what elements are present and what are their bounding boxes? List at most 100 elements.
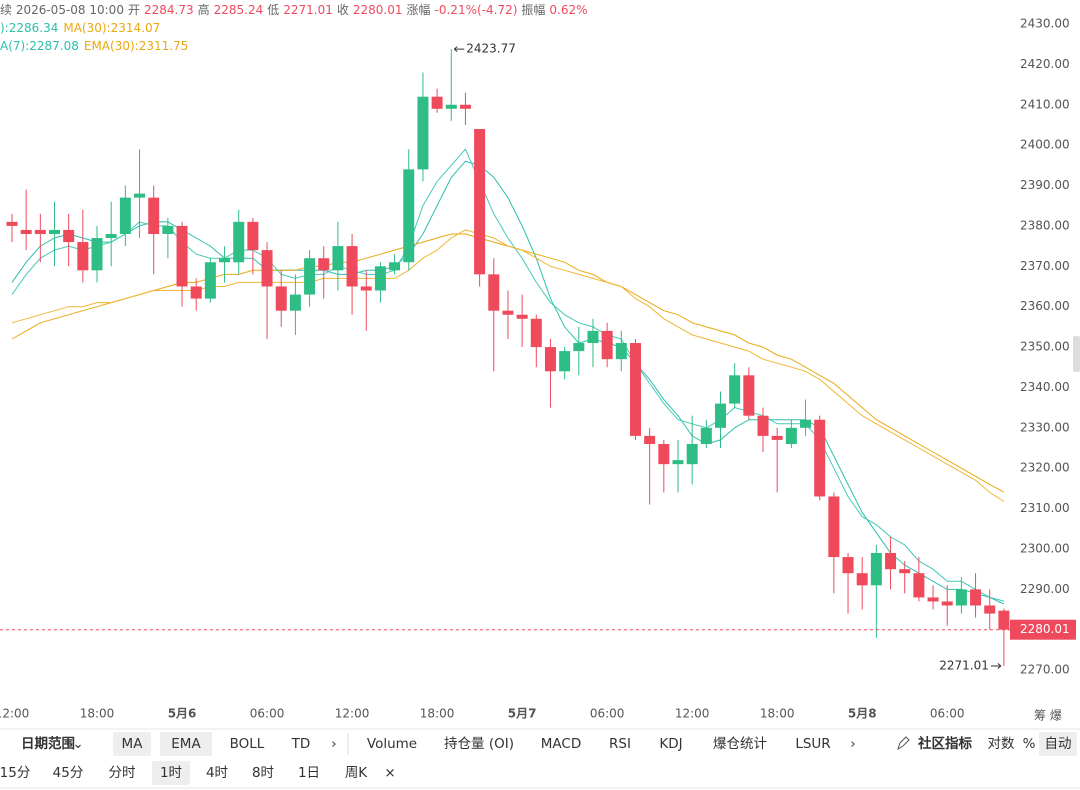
toolbar-button[interactable]: LSUR [795, 736, 830, 752]
candle-body [474, 128, 486, 275]
ma-line [11, 233, 1005, 493]
candle-body [190, 286, 202, 299]
toolbar-button[interactable]: × [384, 765, 395, 781]
y-tick-label: 2390.00 [1020, 178, 1070, 192]
x-tick-label: 18:00 [80, 707, 115, 721]
candle-body [828, 496, 840, 558]
toolbar-button-bg [152, 761, 190, 785]
candle-body [389, 262, 401, 271]
x-tick-label: 12:00 [335, 707, 370, 721]
candle-body [516, 314, 528, 319]
candle-body [729, 375, 741, 404]
high-arrow [453, 46, 465, 53]
toolbar-button[interactable]: BOLL [230, 736, 265, 752]
candle-body [219, 258, 231, 263]
edit-icon [897, 736, 910, 751]
toolbar-button[interactable]: 周K [345, 765, 368, 781]
x-tick-label: 06:00 [250, 707, 285, 721]
toolbar-button[interactable]: KDJ [659, 736, 682, 752]
toolbar-button[interactable]: ⌄ [72, 736, 83, 752]
candle-body [360, 286, 372, 291]
toolbar-button[interactable]: Volume [367, 736, 417, 752]
candle-body [318, 258, 330, 271]
candle-body [771, 435, 783, 440]
legend-item: ):2286.34 [0, 21, 58, 35]
toolbar-button[interactable]: EMA [171, 736, 201, 752]
y-tick-label: 2270.00 [1020, 663, 1070, 677]
candle-body [544, 347, 556, 372]
toolbar-button[interactable]: MACD [541, 736, 581, 752]
toolbar-button[interactable]: › [331, 736, 336, 752]
candle-body [870, 553, 882, 586]
high-label: 2423.77 [466, 42, 516, 56]
y-tick-label: 2430.00 [1020, 16, 1070, 30]
x-tick-label: 06:00 [590, 707, 625, 721]
toolbar-button[interactable]: TD [291, 736, 311, 752]
toolbar-button[interactable]: % [1023, 736, 1036, 752]
toolbar-button[interactable]: 持仓量 (OI) [444, 736, 514, 752]
toolbar-button[interactable]: RSI [609, 736, 631, 752]
x-tick-label: 5月7 [508, 707, 537, 721]
toolbar-button[interactable]: MA [122, 736, 144, 752]
toolbar-button[interactable]: 日期范围 [21, 735, 75, 752]
candle-body [49, 229, 61, 234]
axis-extra: 筹 爆 [1034, 709, 1062, 723]
candle-body [119, 197, 131, 234]
info-item: 收 [337, 3, 349, 17]
candle-body [686, 443, 698, 465]
candle-body [134, 193, 146, 198]
candle-body [304, 258, 316, 295]
toolbar-button[interactable]: 15分 [0, 765, 30, 781]
candle-body [559, 351, 571, 372]
candle-body [403, 169, 415, 263]
ma-line [11, 148, 1005, 602]
candle-body [814, 419, 826, 497]
candle-body [204, 262, 216, 299]
candle-body [970, 589, 982, 606]
info-item: 开 [128, 3, 140, 17]
x-tick-label: 18:00 [420, 707, 455, 721]
x-tick-label: 06:00 [930, 707, 965, 721]
legend-item: A(7):2287.08 [0, 39, 79, 53]
toolbar-button[interactable]: 8时 [252, 765, 274, 781]
toolbar-button[interactable]: 社区指标 [917, 735, 972, 752]
candle-body [715, 403, 726, 428]
toolbar-button[interactable]: 爆仓统计 [713, 736, 767, 752]
info-item: 振幅 [521, 2, 545, 17]
x-tick-label: 5月6 [168, 707, 197, 721]
legend-row: A(7):2287.08 EMA(30):2311.75 [0, 39, 188, 53]
candle-body [417, 96, 429, 170]
last-price-tag [1010, 619, 1076, 640]
info-item: 0.62% [549, 3, 587, 17]
candle-body [573, 343, 585, 352]
candle-body [955, 589, 967, 606]
candle-body [502, 310, 514, 315]
toolbar-button[interactable]: 分时 [109, 765, 136, 781]
toolbar-button[interactable]: 对数 [988, 736, 1016, 752]
toolbar-button[interactable]: 自动 [1045, 736, 1072, 752]
info-item: 涨幅 [407, 2, 431, 17]
toolbar-button[interactable]: 1日 [298, 765, 320, 781]
y-tick-label: 2350.00 [1020, 340, 1070, 354]
candle-body [885, 553, 897, 570]
y-tick-label: 2310.00 [1020, 501, 1070, 515]
ma-line [11, 229, 1005, 502]
x-tick-label: 12:00 [675, 707, 710, 721]
scroll-handle [1073, 336, 1080, 372]
x-tick-label: 18:00 [760, 707, 795, 721]
y-tick-label: 2320.00 [1020, 461, 1070, 475]
x-tick-label: 5月8 [848, 707, 877, 721]
y-tick-label: 2360.00 [1020, 299, 1070, 313]
toolbar-button[interactable]: 4时 [206, 765, 228, 781]
candle-body [700, 427, 712, 444]
candle-body [77, 242, 89, 271]
candle-body [20, 229, 32, 234]
info-item: 2280.01 [353, 3, 403, 17]
toolbar-button[interactable]: 45分 [53, 765, 84, 781]
toolbar-button[interactable]: › [850, 736, 855, 752]
candle-body [658, 443, 670, 465]
toolbar-button[interactable]: 1时 [160, 765, 182, 781]
toolbar-button-bg [113, 732, 151, 756]
candle-body [530, 318, 542, 348]
y-tick-label: 2340.00 [1020, 380, 1070, 394]
